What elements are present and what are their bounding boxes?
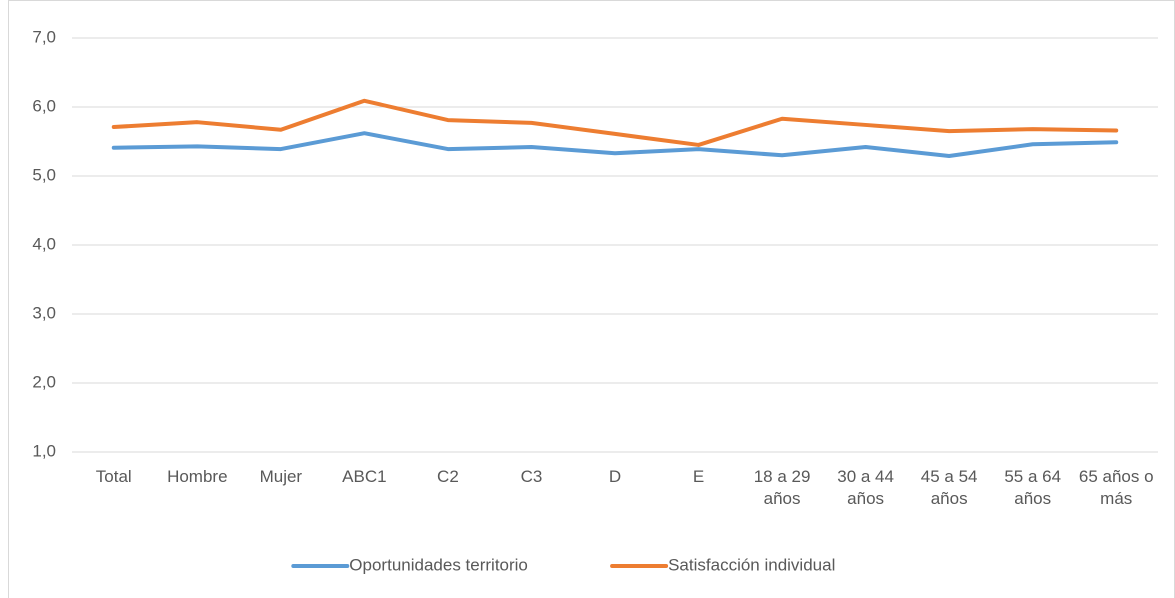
y-tick-label: 2,0 (32, 372, 56, 391)
x-tick-label: 45 a 54 años (920, 467, 978, 508)
x-tick-label: 18 a 29 años (753, 467, 811, 508)
y-tick-label: 7,0 (32, 27, 56, 46)
y-tick-label: 6,0 (32, 96, 56, 115)
x-tick-label: D (608, 467, 622, 486)
x-tick-label: Total (95, 467, 132, 486)
x-tick-label: 65 años o más (1078, 467, 1154, 508)
x-tick-label: E (692, 467, 705, 486)
x-tick-label: C2 (437, 467, 459, 486)
series-line (111, 131, 1119, 158)
x-tick-label: ABC1 (342, 467, 387, 486)
series-line (111, 98, 1119, 147)
y-tick-label: 5,0 (32, 165, 56, 184)
y-tick-label: 4,0 (32, 234, 56, 253)
x-tick-label: 55 a 64 años (1004, 467, 1062, 508)
x-tick-label: C3 (520, 467, 543, 486)
legend-label: Satisfacción individual (668, 555, 835, 574)
y-tick-label: 1,0 (32, 441, 56, 460)
y-tick-label: 3,0 (32, 303, 56, 322)
legend-label: Oportunidades territorio (349, 555, 528, 574)
x-tick-label: Mujer (259, 467, 303, 486)
x-tick-label: Hombre (167, 467, 228, 486)
x-tick-label: 30 a 44 años (837, 467, 894, 508)
